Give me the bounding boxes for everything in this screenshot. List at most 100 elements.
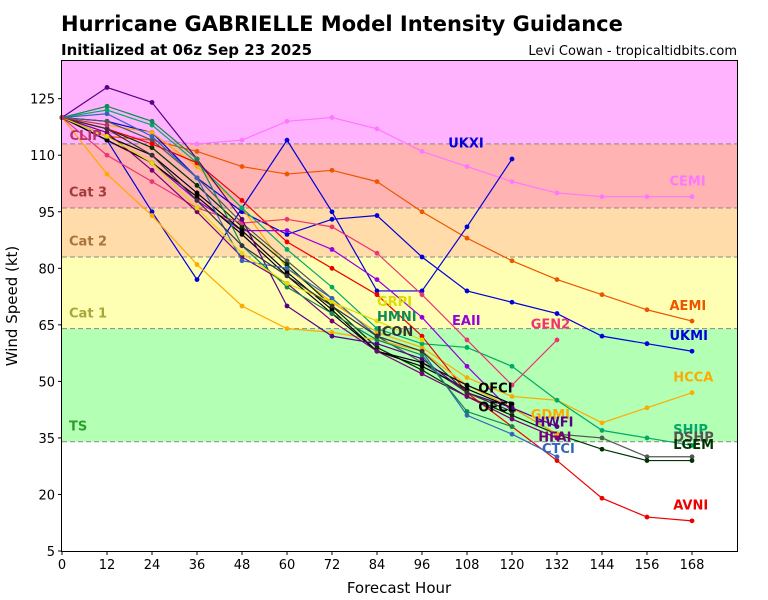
point-ctci xyxy=(239,258,245,264)
point-cemi xyxy=(509,179,515,185)
y-tick-label: 50 xyxy=(38,375,55,390)
point-ukxi xyxy=(329,209,335,215)
point-ukxi xyxy=(194,277,200,283)
point-eaii xyxy=(374,277,380,283)
point-ship xyxy=(149,122,155,128)
point-ctci xyxy=(464,412,470,418)
point-ukmi xyxy=(554,311,560,316)
point-hmni xyxy=(104,103,110,109)
y-tick-label: 110 xyxy=(30,149,55,164)
point-ship xyxy=(104,107,110,113)
point-hwfi xyxy=(509,405,515,411)
point-gdmi xyxy=(104,171,110,177)
point-grpi xyxy=(374,318,380,324)
point-hwfi xyxy=(239,216,245,222)
point-hmni xyxy=(284,284,290,290)
point-hfai xyxy=(329,318,335,324)
series-label-grpi: GRPI xyxy=(377,295,412,310)
point-aemi xyxy=(464,235,470,241)
point-aemi xyxy=(554,277,560,283)
point-lgem xyxy=(689,458,695,463)
point-ukmi xyxy=(464,288,470,294)
y-tick-label: 65 xyxy=(38,319,55,334)
chart-subtitle: Initialized at 06z Sep 23 2025 xyxy=(61,41,312,59)
point-hcca xyxy=(689,390,695,396)
point-aemi xyxy=(644,307,650,313)
point-gen2 xyxy=(554,337,560,343)
band-cat-1 xyxy=(62,257,737,329)
point-hwfi xyxy=(329,333,335,339)
point-icon xyxy=(509,409,515,414)
point-aemi xyxy=(419,209,425,215)
point-icon xyxy=(374,333,380,339)
series-line-gen2 xyxy=(61,117,558,387)
point-avni xyxy=(644,514,650,520)
point-lgem xyxy=(509,412,515,418)
point-aemi xyxy=(599,292,605,298)
y-tick-label: 20 xyxy=(38,488,55,503)
point-ship xyxy=(599,427,605,433)
point-avni xyxy=(239,198,245,203)
point-grpi xyxy=(329,299,335,305)
point-cemi xyxy=(419,149,425,154)
point-ctci xyxy=(104,111,110,117)
y-tick-label: 5 xyxy=(47,545,55,560)
plot-frame xyxy=(61,60,738,552)
point-aemi xyxy=(689,318,695,324)
point-hfai xyxy=(194,209,200,215)
x-tick-label: 0 xyxy=(58,558,66,573)
point-avni xyxy=(689,518,695,524)
point-cemi xyxy=(329,115,335,120)
point-avni xyxy=(554,458,560,463)
point-gen2 xyxy=(104,152,110,158)
point-aemi xyxy=(374,179,380,185)
point-ship xyxy=(644,435,650,441)
series-label-ship: SHIP xyxy=(673,423,708,438)
point-cemi xyxy=(464,164,470,169)
point-ofcl xyxy=(419,363,425,369)
series-label-icon: ICON xyxy=(377,325,413,340)
point-hcca xyxy=(599,420,605,426)
point-gdmi xyxy=(554,431,560,437)
point-ukxi xyxy=(374,288,380,294)
point-icon xyxy=(104,126,110,132)
point-ship xyxy=(419,341,425,347)
point-aemi xyxy=(284,171,290,177)
point-gen2 xyxy=(419,292,425,298)
point-icon xyxy=(194,198,200,203)
point-cemi xyxy=(689,194,695,200)
point-grpi xyxy=(239,250,245,256)
point-clip xyxy=(104,122,110,128)
point-avni xyxy=(419,333,425,339)
x-tick-label: 144 xyxy=(590,558,615,573)
point-ukmi xyxy=(284,231,290,237)
point-ctci xyxy=(509,431,515,437)
point-cemi xyxy=(599,194,605,200)
point-ofci xyxy=(419,360,425,365)
point-ofcl xyxy=(194,194,200,200)
chart-credit: Levi Cowan - tropicaltidbits.com xyxy=(528,44,737,59)
point-hcca xyxy=(419,345,425,350)
point-cemi xyxy=(284,118,290,124)
plot-bands xyxy=(62,61,737,443)
point-grpi xyxy=(104,133,110,139)
point-hfai xyxy=(149,167,155,173)
point-icon xyxy=(464,390,470,396)
point-hmni xyxy=(149,118,155,124)
series-label-avni: AVNI xyxy=(673,499,708,514)
point-icon xyxy=(329,303,335,309)
point-dshp xyxy=(284,258,290,264)
y-tick-label: 35 xyxy=(38,432,55,447)
point-ukmi xyxy=(329,216,335,222)
y-axis: 5 20 35 50 65 80 95 110 125 xyxy=(30,93,62,560)
point-dshp xyxy=(689,454,695,460)
point-icon xyxy=(239,243,245,249)
point-ukmi xyxy=(599,333,605,339)
point-ship xyxy=(689,443,695,448)
point-gen2 xyxy=(509,382,515,388)
point-ship xyxy=(509,363,515,369)
point-lgem xyxy=(194,182,200,188)
point-aemi xyxy=(194,149,200,154)
point-hwfi xyxy=(149,100,155,105)
